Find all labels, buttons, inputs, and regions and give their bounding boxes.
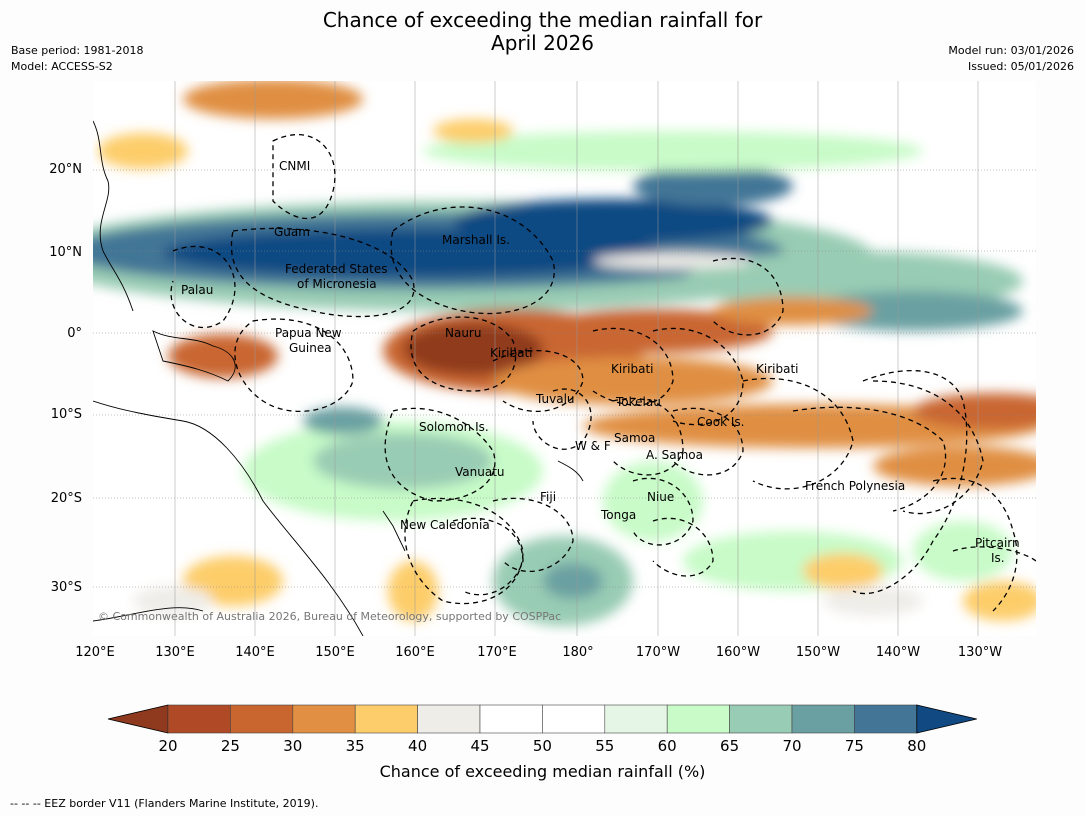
issued-date: Issued: 05/01/2026 xyxy=(967,60,1074,73)
region-label-samoa: Samoa xyxy=(614,431,656,445)
meridians xyxy=(174,81,979,636)
region-label-marshall: Marshall Is. xyxy=(442,233,510,247)
colorbar-tick-label: 65 xyxy=(720,737,740,755)
lon-label-170e: 170°E xyxy=(477,645,517,660)
colorbar-tick-label: 20 xyxy=(158,737,178,755)
region-label-pitcairn-line1: Pitcairn xyxy=(975,536,1020,550)
colorbar-cells xyxy=(107,704,977,734)
colorbar-cell xyxy=(854,704,918,734)
model-name: Model: ACCESS-S2 xyxy=(11,60,113,73)
colorbar xyxy=(107,704,977,734)
colorbar-tick-label: 80 xyxy=(907,737,927,755)
lat-label-20s: 20°S xyxy=(50,491,82,506)
region-label-tuvalu: Tuvalu xyxy=(536,392,575,406)
region-label-american-samoa: A. Samoa xyxy=(646,448,703,462)
region-label-png-line1: Papua New xyxy=(275,326,342,340)
region-label-tokelau: Tokelau xyxy=(616,395,661,409)
lon-label-120e: 120°E xyxy=(75,645,115,660)
copyright-notice: © Commonwealth of Australia 2026, Bureau… xyxy=(98,610,562,623)
region-label-nauru: Nauru xyxy=(445,326,482,340)
colorbar-cell xyxy=(354,704,418,734)
lon-label-140w: 140°W xyxy=(875,645,921,660)
map-canvas xyxy=(93,81,1036,636)
region-label-new-caledonia: New Caledonia xyxy=(400,518,490,532)
map-title: Chance of exceeding the median rainfall … xyxy=(322,8,763,32)
colorbar-tick-label: 45 xyxy=(470,737,490,755)
colorbar-tick-label: 75 xyxy=(844,737,864,755)
region-label-french-polynesia: French Polynesia xyxy=(805,479,906,493)
colorbar-tick-label: 35 xyxy=(345,737,365,755)
colorbar-extend-low xyxy=(107,704,169,734)
lon-label-160w: 160°W xyxy=(715,645,761,660)
lon-label-170w: 170°W xyxy=(635,645,681,660)
lat-label-30s: 30°S xyxy=(50,580,82,595)
region-label-cnmi: CNMI xyxy=(279,159,311,173)
region-label-cook: Cook Is. xyxy=(697,415,745,429)
lat-label-0: 0° xyxy=(67,326,82,341)
lon-label-140e: 140°E xyxy=(235,645,275,660)
model-run: Model run: 03/01/2026 xyxy=(948,44,1074,57)
region-label-solomon: Solomon Is. xyxy=(419,420,489,434)
lon-label-150w: 150°W xyxy=(795,645,841,660)
colorbar-cell xyxy=(479,704,543,734)
colorbar-cell xyxy=(417,704,481,734)
colorbar-cell xyxy=(167,704,231,734)
region-label-vanuatu: Vanuatu xyxy=(455,465,505,479)
region-label-pitcairn-line2: Is. xyxy=(991,551,1005,565)
base-period: Base period: 1981-2018 xyxy=(11,44,144,57)
colorbar-tick-label: 60 xyxy=(657,737,677,755)
region-label-palau: Palau xyxy=(181,283,214,297)
lat-label-10n: 10°N xyxy=(49,245,82,260)
region-label-guam: Guam xyxy=(274,225,310,239)
colorbar-tick-label: 55 xyxy=(595,737,615,755)
eez-footnote: -- -- -- EEZ border V11 (Flanders Marine… xyxy=(10,797,319,810)
lon-label-180: 180° xyxy=(562,645,594,660)
lon-label-130w: 130°W xyxy=(957,645,1003,660)
lon-label-150e: 150°E xyxy=(315,645,355,660)
lon-label-160e: 160°E xyxy=(395,645,435,660)
colorbar-cell xyxy=(292,704,356,734)
colorbar-cell xyxy=(604,704,668,734)
colorbar-tick-label: 25 xyxy=(220,737,240,755)
map-subtitle: April 2026 xyxy=(491,31,594,55)
region-label-fsm-line2: of Micronesia xyxy=(297,277,377,291)
region-label-niue: Niue xyxy=(647,490,675,504)
colorbar-extend-high xyxy=(916,704,977,734)
lat-label-20n: 20°N xyxy=(49,162,82,177)
colorbar-tick-label: 40 xyxy=(408,737,428,755)
lon-label-130e: 130°E xyxy=(155,645,195,660)
region-label-kiribati-west: Kiribati xyxy=(490,346,533,360)
colorbar-tick-label: 30 xyxy=(283,737,303,755)
colorbar-cell xyxy=(729,704,793,734)
colorbar-tick-label: 50 xyxy=(532,737,552,755)
graticule xyxy=(93,169,1036,588)
eez-borders xyxy=(170,134,1036,612)
colorbar-tick-label: 70 xyxy=(782,737,802,755)
region-label-tonga: Tonga xyxy=(601,508,637,522)
colorbar-cell xyxy=(791,704,855,734)
region-label-fiji: Fiji xyxy=(540,490,557,504)
region-label-fsm-line1: Federated States xyxy=(285,262,388,276)
rainfall-map xyxy=(93,81,1036,636)
region-label-wallis-futuna: W & F xyxy=(575,439,611,453)
coastlines xyxy=(93,120,584,636)
colorbar-cell xyxy=(542,704,606,734)
region-label-kiribati-mid: Kiribati xyxy=(611,362,654,376)
region-label-kiribati-east: Kiribati xyxy=(756,362,799,376)
lat-label-10s: 10°S xyxy=(50,407,82,422)
region-label-png-line2: Guinea xyxy=(289,341,332,355)
colorbar-cell xyxy=(230,704,294,734)
colorbar-label: Chance of exceeding median rainfall (%) xyxy=(379,762,706,781)
colorbar-cell xyxy=(666,704,730,734)
